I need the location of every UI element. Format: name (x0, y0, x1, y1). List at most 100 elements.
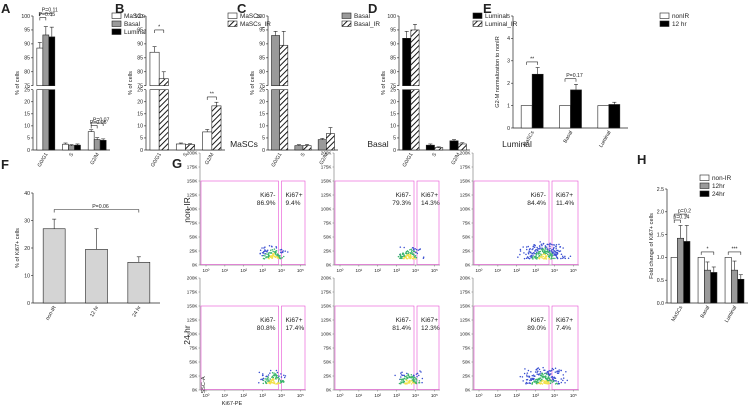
bar (85, 249, 108, 304)
event-dot (273, 373, 275, 376)
y-tick-label: 95 (390, 28, 396, 34)
event-dot (538, 248, 540, 250)
y-tick-label: 85 (390, 56, 396, 62)
event-dot (283, 376, 286, 379)
event-dot (276, 253, 279, 255)
y-tick-label: 85 (259, 56, 265, 62)
event-dot (415, 377, 417, 380)
event-dot (541, 383, 544, 385)
y-tick-label: 5 (393, 136, 396, 142)
event-dot (539, 247, 541, 249)
flow-x-tick-label: 10⁵ (570, 268, 577, 273)
event-dot (519, 375, 522, 378)
event-dot (547, 375, 550, 377)
event-dot (271, 375, 274, 378)
event-dot (534, 380, 536, 382)
event-dot (267, 255, 270, 258)
event-dot (264, 249, 266, 251)
event-dot (539, 374, 542, 377)
flow-y-tick-label: 125K (460, 318, 472, 323)
event-dot (550, 256, 553, 258)
event-dot (407, 252, 410, 255)
event-dot (401, 255, 404, 258)
event-dot (561, 257, 564, 259)
bar-lower (402, 89, 412, 151)
event-dot (535, 382, 538, 385)
significance-label: P=0.17 (566, 73, 583, 79)
event-dot (541, 248, 543, 251)
event-dot (280, 248, 283, 251)
flow-x-tick-label: 10² (374, 393, 381, 398)
significance-label: *** (731, 246, 737, 252)
event-dot (280, 376, 283, 378)
event-dot (537, 370, 539, 372)
event-dot (416, 252, 419, 255)
event-dot (405, 375, 408, 377)
quadrant-positive-label: Ki67+ (286, 192, 303, 199)
event-dot (267, 253, 270, 256)
event-dot (275, 369, 278, 372)
quadrant-negative-value: 84.4% (527, 200, 546, 207)
event-dot (538, 255, 540, 257)
y-tick-label: 90 (24, 42, 30, 48)
event-dot (545, 252, 547, 255)
flow-y-tick-label: 75K (323, 346, 332, 351)
event-dot (269, 369, 272, 372)
event-dot (275, 374, 277, 376)
event-dot (547, 370, 549, 373)
legend-swatch (111, 28, 122, 35)
x-tick-label: S (300, 152, 307, 158)
event-dot (273, 248, 276, 250)
event-dot (564, 255, 566, 258)
event-dot (554, 371, 557, 373)
x-tick-label: G2/M (89, 152, 101, 166)
flow-x-tick-label: 10⁴ (551, 268, 558, 273)
flow-y-tick-label: 25K (323, 249, 332, 254)
event-dot (413, 375, 415, 377)
event-dot (274, 251, 276, 253)
bar-lower (271, 89, 280, 151)
event-dot (398, 382, 401, 385)
event-dot (544, 248, 547, 250)
event-dot (549, 253, 551, 255)
event-dot (550, 252, 552, 254)
event-dot (411, 253, 414, 256)
bar (294, 145, 304, 151)
event-dot (554, 380, 556, 382)
event-dot (407, 255, 409, 257)
panel-letter: B (115, 1, 124, 16)
event-dot (259, 252, 261, 255)
legend-swatch (341, 20, 352, 27)
bar (597, 105, 610, 129)
event-dot (416, 372, 419, 375)
flow-y-tick-label: 200K (460, 151, 472, 156)
legend-label: MaSCs_IR (240, 21, 271, 28)
flow-y-tick-label: 175K (187, 165, 199, 170)
event-dot (540, 379, 542, 382)
event-dot (278, 378, 281, 380)
event-dot (274, 253, 277, 255)
flow-y-tick-label: 50K (189, 235, 198, 240)
flow-x-tick-label: 10¹ (495, 268, 502, 273)
quadrant-positive-label: Ki67+ (556, 317, 573, 324)
event-dot (519, 253, 521, 256)
event-dot (540, 380, 543, 383)
event-dot (525, 257, 528, 259)
flow-y-tick-label: 200K (460, 276, 472, 281)
x-tick-label: Luminal (598, 130, 612, 149)
bar (570, 89, 582, 129)
event-dot (416, 379, 418, 381)
event-dot (532, 254, 534, 256)
flow-y-tick-label: 150K (321, 304, 333, 309)
event-dot (546, 253, 549, 256)
event-dot (531, 381, 534, 384)
bar (608, 104, 621, 129)
flow-y-tick-label: 0K (192, 388, 199, 393)
event-dot (556, 256, 558, 259)
flow-y-tick-label: 25K (323, 374, 332, 379)
y-tick-label: 1 (507, 103, 510, 109)
y-tick-label: 20 (137, 100, 143, 106)
flow-y-tick-label: 75K (323, 221, 332, 226)
event-dot (534, 250, 536, 252)
bar (559, 105, 571, 129)
